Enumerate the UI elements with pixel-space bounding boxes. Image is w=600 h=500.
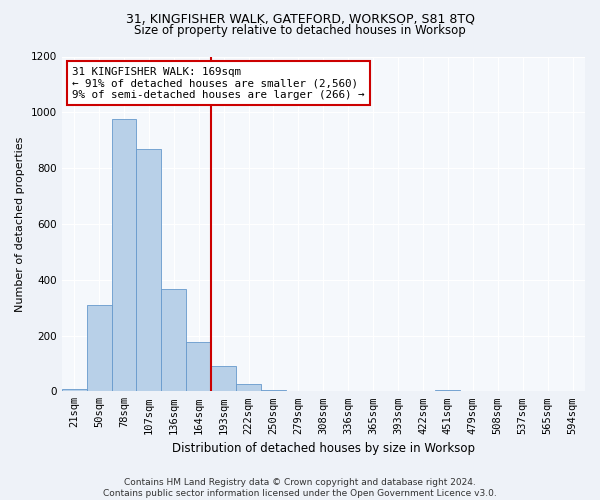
Text: Size of property relative to detached houses in Worksop: Size of property relative to detached ho…	[134, 24, 466, 37]
Text: 31, KINGFISHER WALK, GATEFORD, WORKSOP, S81 8TQ: 31, KINGFISHER WALK, GATEFORD, WORKSOP, …	[125, 12, 475, 26]
Text: 31 KINGFISHER WALK: 169sqm
← 91% of detached houses are smaller (2,560)
9% of se: 31 KINGFISHER WALK: 169sqm ← 91% of deta…	[72, 66, 365, 100]
X-axis label: Distribution of detached houses by size in Worksop: Distribution of detached houses by size …	[172, 442, 475, 455]
Bar	[112, 120, 136, 392]
Bar	[236, 384, 261, 392]
Bar	[136, 148, 161, 392]
Bar	[211, 366, 236, 392]
Bar	[261, 390, 286, 392]
Text: Contains HM Land Registry data © Crown copyright and database right 2024.
Contai: Contains HM Land Registry data © Crown c…	[103, 478, 497, 498]
Bar	[86, 305, 112, 392]
Y-axis label: Number of detached properties: Number of detached properties	[15, 136, 25, 312]
Bar	[62, 388, 86, 392]
Bar	[161, 290, 186, 392]
Bar	[186, 342, 211, 392]
Bar	[436, 390, 460, 392]
